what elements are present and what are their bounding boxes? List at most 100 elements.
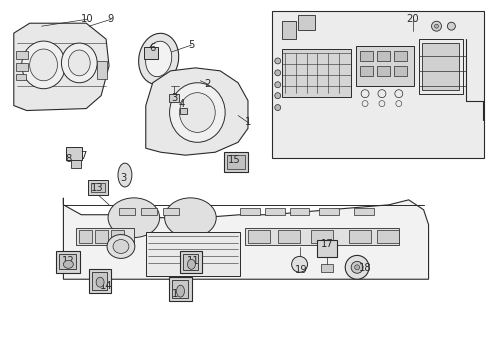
- Bar: [66, 147, 82, 160]
- Text: 14: 14: [100, 281, 112, 291]
- Bar: [224, 152, 247, 172]
- Bar: [16, 74, 26, 80]
- Bar: [97, 61, 107, 79]
- Text: 17: 17: [320, 239, 333, 248]
- Bar: [376, 51, 389, 61]
- Bar: [376, 230, 398, 243]
- Bar: [376, 66, 389, 76]
- Bar: [119, 208, 135, 215]
- Ellipse shape: [434, 24, 438, 28]
- Ellipse shape: [164, 198, 216, 238]
- Bar: [111, 230, 123, 243]
- Bar: [141, 208, 156, 215]
- Bar: [317, 239, 337, 257]
- Ellipse shape: [176, 285, 184, 297]
- Text: 8: 8: [65, 154, 71, 164]
- Bar: [277, 230, 299, 243]
- Text: 1: 1: [244, 117, 251, 127]
- Text: 3: 3: [171, 93, 177, 103]
- Text: 20: 20: [406, 14, 418, 24]
- Ellipse shape: [187, 260, 195, 269]
- Bar: [145, 231, 240, 276]
- Text: 12: 12: [62, 256, 75, 266]
- Ellipse shape: [96, 277, 104, 287]
- Ellipse shape: [138, 33, 178, 85]
- Bar: [393, 66, 406, 76]
- Ellipse shape: [431, 21, 441, 31]
- Ellipse shape: [118, 163, 132, 187]
- Text: 5: 5: [188, 40, 194, 50]
- Text: 11: 11: [186, 256, 200, 266]
- Bar: [321, 264, 333, 272]
- Ellipse shape: [345, 255, 368, 279]
- Text: 15: 15: [227, 155, 240, 165]
- Ellipse shape: [68, 50, 90, 76]
- Ellipse shape: [274, 58, 280, 64]
- Ellipse shape: [107, 235, 135, 258]
- Bar: [281, 49, 350, 96]
- Ellipse shape: [63, 260, 73, 268]
- Polygon shape: [63, 198, 427, 279]
- Ellipse shape: [108, 198, 160, 238]
- Bar: [297, 15, 315, 30]
- Bar: [359, 66, 372, 76]
- Bar: [95, 230, 108, 243]
- Ellipse shape: [447, 22, 454, 30]
- Text: 9: 9: [108, 14, 114, 24]
- Bar: [89, 269, 111, 293]
- Bar: [171, 280, 188, 298]
- Bar: [60, 255, 76, 269]
- Bar: [16, 51, 28, 59]
- Bar: [79, 230, 92, 243]
- Bar: [348, 230, 370, 243]
- Bar: [281, 21, 295, 39]
- Bar: [168, 94, 178, 102]
- Bar: [355, 46, 413, 86]
- Text: 19: 19: [295, 265, 307, 275]
- Bar: [359, 51, 372, 61]
- Text: 3: 3: [120, 173, 126, 183]
- Ellipse shape: [274, 105, 280, 111]
- Ellipse shape: [274, 93, 280, 99]
- Ellipse shape: [113, 239, 129, 253]
- Bar: [393, 51, 406, 61]
- Bar: [168, 277, 192, 301]
- Text: 10: 10: [81, 14, 93, 24]
- Ellipse shape: [30, 49, 57, 81]
- Text: 4: 4: [178, 99, 184, 109]
- Ellipse shape: [145, 41, 171, 77]
- Bar: [226, 155, 244, 169]
- Bar: [91, 183, 105, 192]
- Bar: [88, 180, 108, 195]
- Bar: [71, 160, 81, 168]
- Text: 16: 16: [172, 289, 184, 299]
- Bar: [76, 228, 134, 246]
- Bar: [289, 208, 309, 215]
- Ellipse shape: [169, 83, 224, 142]
- Bar: [418, 39, 462, 94]
- Polygon shape: [14, 23, 109, 111]
- Bar: [247, 230, 269, 243]
- Text: 2: 2: [203, 79, 210, 89]
- Bar: [163, 208, 178, 215]
- Ellipse shape: [61, 43, 97, 83]
- Bar: [180, 251, 202, 273]
- Text: 13: 13: [91, 183, 103, 193]
- Ellipse shape: [21, 41, 65, 89]
- Text: 18: 18: [358, 263, 370, 273]
- Bar: [319, 208, 339, 215]
- Ellipse shape: [291, 256, 307, 272]
- Bar: [271, 11, 483, 158]
- Ellipse shape: [274, 70, 280, 76]
- Polygon shape: [145, 68, 247, 155]
- Bar: [16, 63, 28, 71]
- Bar: [179, 108, 187, 113]
- Ellipse shape: [274, 82, 280, 88]
- Ellipse shape: [354, 265, 359, 270]
- Bar: [240, 208, 259, 215]
- Bar: [183, 255, 198, 270]
- Bar: [244, 228, 398, 246]
- Bar: [143, 47, 157, 59]
- Bar: [311, 230, 333, 243]
- Bar: [421, 43, 458, 90]
